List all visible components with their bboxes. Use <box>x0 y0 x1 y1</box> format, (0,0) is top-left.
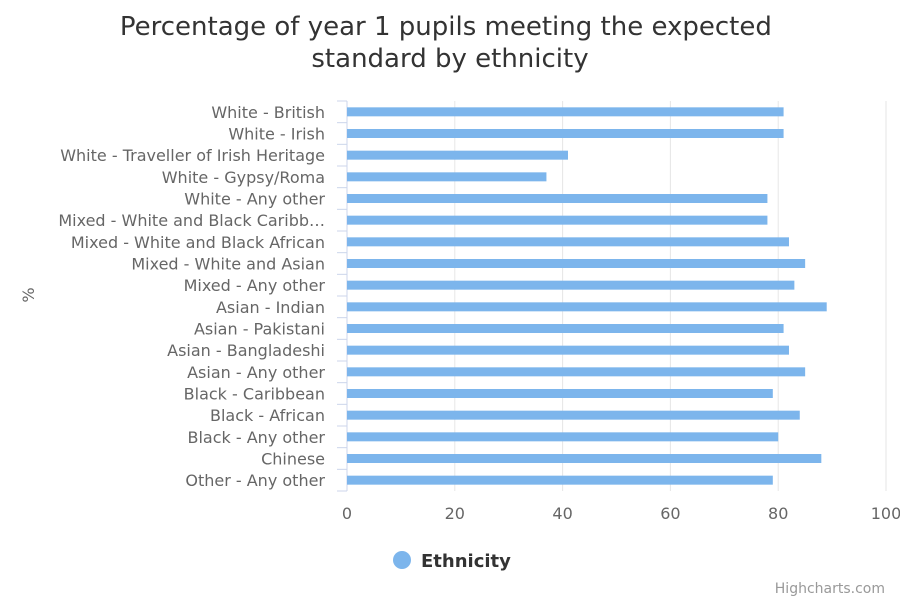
category-label: Other - Any other <box>185 471 325 490</box>
x-tick-label: 80 <box>768 504 788 523</box>
bar[interactable] <box>347 367 806 377</box>
category-label: White - British <box>211 103 325 122</box>
bar[interactable] <box>347 302 827 312</box>
category-label: White - Any other <box>184 190 325 209</box>
bar[interactable] <box>347 410 800 420</box>
bar[interactable] <box>347 280 795 290</box>
category-label: Mixed - White and Black Caribb… <box>58 211 325 230</box>
bar[interactable] <box>347 454 822 463</box>
y-axis-title: % <box>19 287 38 302</box>
bar[interactable] <box>347 129 784 138</box>
category-labels: White - British White - Irish White - Trav… <box>58 103 325 490</box>
bar[interactable] <box>347 432 779 442</box>
x-tick-label: 60 <box>660 504 680 523</box>
category-label: Asian - Bangladeshi <box>167 341 325 360</box>
chart-title-line-2: standard by ethnicity <box>311 44 588 74</box>
bar[interactable] <box>347 324 784 333</box>
legend-label[interactable]: Ethnicity <box>421 551 511 572</box>
bar-series <box>347 107 827 485</box>
bar[interactable] <box>347 150 568 160</box>
category-label: Asian - Any other <box>187 363 325 382</box>
x-tick-label: 40 <box>552 504 572 523</box>
bar[interactable] <box>347 345 789 355</box>
bar[interactable] <box>347 475 773 485</box>
chart-title-line-1: Percentage of year 1 pupils meeting the … <box>120 12 772 42</box>
bar[interactable] <box>347 389 773 398</box>
x-axis-ticks: 0 20 40 60 80 100 <box>342 504 900 523</box>
bar[interactable] <box>347 107 784 117</box>
category-label: Black - Any other <box>188 428 326 447</box>
bar[interactable] <box>347 172 547 182</box>
category-label: Chinese <box>261 450 325 469</box>
category-label: Mixed - Any other <box>184 276 326 295</box>
credits-link[interactable]: Highcharts.com <box>775 581 885 597</box>
bar[interactable] <box>347 215 768 225</box>
bar[interactable] <box>347 194 768 203</box>
x-tick-label: 20 <box>445 504 465 523</box>
legend[interactable]: Ethnicity <box>393 551 511 572</box>
x-tick-label: 100 <box>871 504 900 523</box>
category-label: White - Traveller of Irish Heritage <box>60 146 325 165</box>
category-label: Mixed - White and Asian <box>131 255 325 274</box>
bar[interactable] <box>347 237 789 247</box>
category-label: White - Gypsy/Roma <box>162 168 325 187</box>
category-label: White - Irish <box>228 125 325 144</box>
bar[interactable] <box>347 259 806 268</box>
category-label: Mixed - White and Black African <box>71 233 325 252</box>
grid-lines <box>337 100 887 492</box>
chart-title: Percentage of year 1 pupils meeting the … <box>120 12 780 74</box>
category-label: Black - African <box>210 406 325 425</box>
category-label: Black - Caribbean <box>184 385 325 404</box>
category-label: Asian - Pakistani <box>194 320 325 339</box>
x-tick-label: 0 <box>342 504 352 523</box>
legend-marker[interactable] <box>393 551 411 569</box>
category-label: Asian - Indian <box>216 298 325 317</box>
